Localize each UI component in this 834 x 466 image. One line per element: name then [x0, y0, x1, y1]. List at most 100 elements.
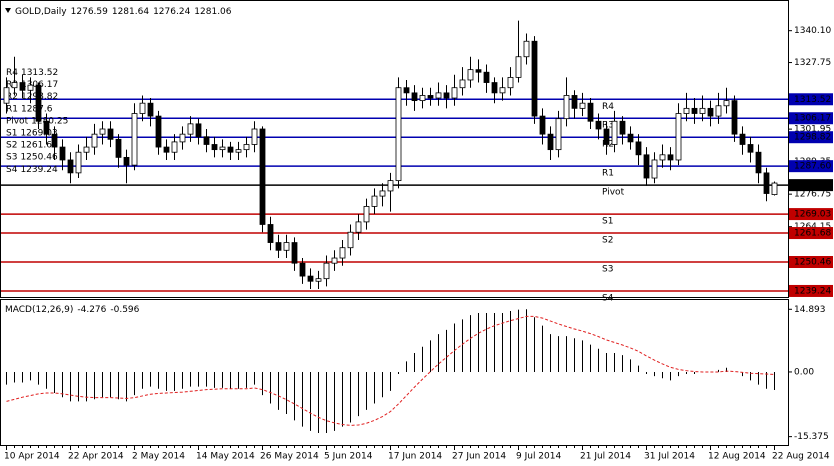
level-legend: R21298.82	[6, 92, 58, 102]
x-tick-label: 12 Aug 2014	[708, 452, 766, 462]
level-legend-name: R1	[6, 104, 18, 114]
macd-header: MACD(12,26,9) -4.276 -0.596	[5, 305, 140, 315]
x-tick-label: 27 Jun 2014	[452, 452, 506, 462]
candle-body	[339, 247, 346, 259]
candle-body	[35, 84, 42, 122]
candle-body	[539, 115, 546, 135]
level-axis-box	[789, 160, 833, 173]
candle-body	[755, 151, 762, 174]
level-legend-name: S2	[6, 140, 17, 150]
candle-body	[123, 156, 130, 166]
level-name: R3	[602, 121, 614, 131]
y-tick-label: 1327.75	[794, 58, 831, 68]
candle-body	[163, 146, 170, 153]
candle-body	[731, 100, 738, 135]
candle-body	[395, 87, 402, 182]
candle-body	[451, 87, 458, 99]
candle-body	[283, 242, 290, 251]
level-legend-value: 1280.25	[31, 116, 68, 126]
candle-body	[211, 144, 218, 151]
x-tick-label: 31 Jul 2014	[644, 452, 695, 462]
level-legend-name: S1	[6, 128, 17, 138]
candle-body	[603, 128, 610, 145]
candle-body	[723, 100, 730, 107]
candle-body	[459, 79, 466, 89]
candle-body	[443, 92, 450, 99]
candle-body	[259, 128, 266, 225]
candle-body	[555, 118, 562, 151]
level-axis-label: 1306.17	[794, 114, 831, 124]
level-legend-value: 1306.17	[21, 80, 58, 90]
level-axis-label: 1298.82	[794, 133, 831, 143]
candle-body	[203, 136, 210, 145]
level-name: R1	[602, 169, 614, 179]
candle-body	[323, 262, 330, 280]
level-legend-value: 1250.46	[20, 152, 57, 162]
y-tick-label: 1340.10	[794, 26, 831, 36]
level-axis-box	[789, 227, 833, 240]
level-axis-label: 1280.25	[794, 181, 831, 191]
candle-body	[427, 95, 434, 99]
candle-body	[131, 113, 138, 166]
candle-body	[747, 144, 754, 153]
candle-body	[11, 82, 18, 89]
candle-body	[435, 92, 442, 99]
candle-body	[371, 195, 378, 207]
candle-body	[635, 141, 642, 156]
candle-body	[619, 120, 626, 135]
price-plot: R4R41313.52R3R31306.17R2R21298.82R1R1128…	[1, 20, 788, 303]
level-axis-box	[789, 208, 833, 221]
x-tick-label: 22 Apr 2014	[68, 452, 124, 462]
macd-plot	[6, 309, 775, 433]
candle-body	[547, 133, 554, 151]
level-axis-box	[789, 256, 833, 269]
candle-body	[531, 40, 538, 117]
candle-body	[491, 82, 498, 94]
candle-body	[683, 107, 690, 114]
y-tick-label: 14.893	[794, 305, 826, 315]
candle-body	[579, 102, 586, 109]
x-tick-label: 14 May 2014	[196, 452, 255, 462]
candle-body	[483, 71, 490, 83]
candle-body	[19, 82, 26, 91]
candle-body	[275, 242, 282, 251]
menu-arrow[interactable]	[5, 8, 11, 13]
candle-body	[51, 133, 58, 148]
level-legend: S4 1239.24	[6, 164, 58, 174]
candle-body	[355, 221, 362, 233]
candle-body	[291, 242, 298, 264]
level-legend: Pivot 1280.25	[6, 116, 68, 126]
candle-body	[251, 128, 258, 145]
candle-body	[91, 133, 98, 148]
x-tick-label: 21 Jul 2014	[580, 452, 631, 462]
candle-body	[515, 56, 522, 78]
level-axis-box	[789, 284, 833, 297]
level-legend: S1 1269.03	[6, 128, 58, 138]
candle-body	[139, 102, 146, 114]
candle-body	[307, 275, 314, 282]
level-name: Pivot	[602, 188, 625, 198]
candle-body	[363, 206, 370, 223]
candle-body	[147, 102, 154, 117]
x-tick-label: 9 Jul 2014	[516, 452, 561, 462]
candle-body	[67, 159, 74, 174]
candle-body	[411, 92, 418, 102]
candle-body	[659, 154, 666, 161]
candle-body	[155, 115, 162, 148]
x-tick-label: 5 Jun 2014	[324, 452, 373, 462]
candle-body	[523, 40, 530, 58]
candle-body	[507, 76, 514, 89]
level-name: S2	[602, 236, 613, 246]
level-axis-box	[789, 112, 833, 125]
candle-body	[387, 180, 394, 192]
level-legend-value: 1269.03	[20, 128, 57, 138]
header-value: 1276.24	[153, 7, 190, 17]
candle-body	[595, 120, 602, 130]
candle-body	[299, 262, 306, 277]
candle-body	[27, 84, 34, 91]
indicator-name: MACD(12,26,9)	[5, 305, 73, 315]
candle-body	[739, 133, 746, 145]
candle-body	[195, 123, 202, 138]
candle-body	[475, 69, 482, 73]
